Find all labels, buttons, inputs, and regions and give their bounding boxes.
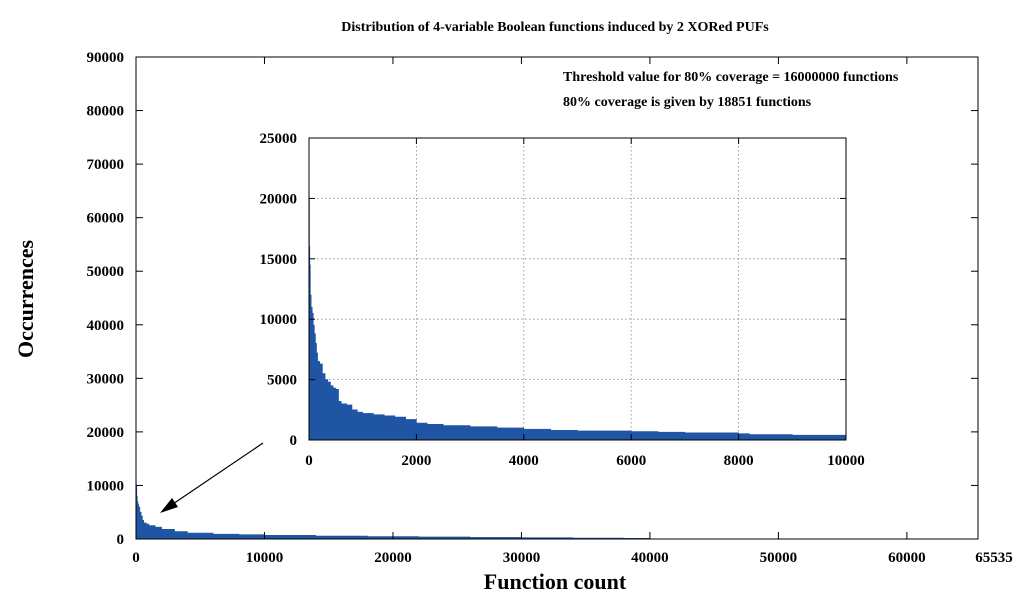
main-x-tick-label: 50000 bbox=[760, 550, 798, 566]
main-y-tick-label: 90000 bbox=[87, 50, 125, 66]
inset-x-tick-label: 4000 bbox=[509, 453, 539, 469]
main-plot: 0 10000 20000 30000 40000 50000 60000 65535 010… bbox=[87, 50, 1013, 566]
main-y-tick-label: 20000 bbox=[87, 425, 125, 441]
main-x-tick-label: 60000 bbox=[888, 550, 926, 566]
main-y-axis: 0100002000030000400005000060000700008000… bbox=[87, 50, 978, 548]
inset-y-tick-label: 25000 bbox=[260, 131, 298, 147]
inset-x-tick-label: 2000 bbox=[401, 453, 431, 469]
main-y-tick-label: 80000 bbox=[87, 104, 125, 120]
inset-plot: 0 2000 4000 6000 8000 10000 0 5000 10000 15000 20… bbox=[260, 131, 865, 469]
coverage-annotation: 80% coverage is given by 18851 functions bbox=[563, 95, 812, 110]
main-y-tick-label: 50000 bbox=[87, 264, 125, 280]
main-y-tick-label: 40000 bbox=[87, 318, 125, 334]
zoom-arrow bbox=[160, 442, 264, 513]
inset-y-tick-label: 10000 bbox=[260, 312, 298, 328]
inset-x-tick-label: 8000 bbox=[724, 453, 754, 469]
inset-series-area bbox=[308, 143, 847, 441]
main-x-tick-label: 65535 bbox=[975, 550, 1013, 566]
inset-x-tick-label: 6000 bbox=[616, 453, 646, 469]
inset-x-tick-label: 10000 bbox=[827, 453, 865, 469]
x-axis-label: Function count bbox=[484, 569, 627, 594]
main-y-tick-label: 10000 bbox=[87, 478, 125, 494]
inset-plot-frame bbox=[308, 137, 847, 441]
main-y-tick-label: 70000 bbox=[87, 157, 125, 173]
main-series-0 bbox=[135, 479, 978, 540]
main-x-tick-label: 10000 bbox=[246, 550, 284, 566]
inset-grid bbox=[309, 138, 846, 440]
threshold-annotation: Threshold value for 80% coverage = 16000… bbox=[563, 70, 899, 85]
inset-y-tick-label: 5000 bbox=[267, 373, 297, 389]
inset-y-tick-label: 15000 bbox=[260, 252, 298, 268]
main-y-tick-label: 60000 bbox=[87, 211, 125, 227]
main-x-tick-label: 40000 bbox=[631, 550, 669, 566]
main-x-tick-label: 0 bbox=[132, 550, 140, 566]
main-y-tick-label: 0 bbox=[117, 532, 125, 548]
main-x-axis: 0 10000 20000 30000 40000 50000 60000 65535 bbox=[132, 57, 1013, 566]
inset-x-tick-label: 0 bbox=[305, 453, 313, 469]
chart-title: Distribution of 4-variable Boolean funct… bbox=[341, 20, 769, 35]
main-plot-frame bbox=[135, 56, 979, 540]
inset-y-tick-label: 0 bbox=[290, 433, 298, 449]
inset-series-0 bbox=[308, 143, 847, 441]
inset-y-tick-label: 20000 bbox=[260, 191, 298, 207]
y-axis-label: Occurrences bbox=[13, 240, 38, 359]
main-y-tick-label: 30000 bbox=[87, 371, 125, 387]
main-series-area bbox=[135, 479, 978, 540]
main-x-tick-label: 30000 bbox=[503, 550, 541, 566]
inset-background bbox=[309, 138, 846, 440]
inset-y-axis: 0 5000 10000 15000 20000 25000 bbox=[260, 131, 846, 449]
main-x-tick-label: 20000 bbox=[374, 550, 412, 566]
inset-x-axis: 0 2000 4000 6000 8000 10000 bbox=[305, 138, 865, 469]
